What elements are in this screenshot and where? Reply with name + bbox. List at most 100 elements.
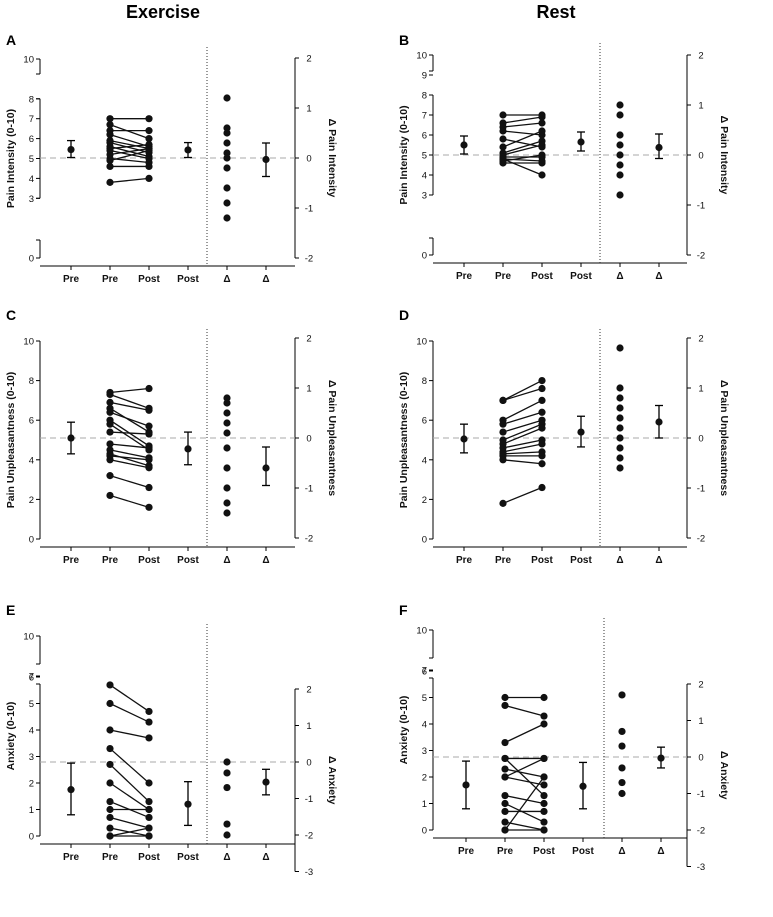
y2-tick-label: 2	[306, 54, 311, 65]
x-tick-label: Δ	[655, 555, 662, 566]
y-tick-label: 3	[29, 194, 34, 205]
pre-point	[106, 744, 114, 753]
y2-axis-label: Δ Pain Unpleasantness	[718, 380, 730, 496]
x-tick-label: Pre	[102, 852, 119, 863]
paired-line	[502, 459, 543, 465]
y2-tick-label: 2	[698, 51, 703, 62]
panel-d: D 0 2 4 6 8 10 Pre Pre Post Post Δ Δ -2 -1 0 1 2 Pain Unpl…	[398, 307, 730, 566]
pre-point	[106, 699, 114, 708]
delta-point	[223, 149, 231, 157]
pre-point	[106, 428, 114, 436]
pre-summary-mean	[67, 786, 75, 794]
pre-point	[106, 797, 114, 806]
paired-line	[109, 763, 150, 803]
pre-point	[106, 805, 114, 814]
delta-point	[223, 769, 231, 777]
paired-line	[109, 816, 150, 829]
delta-point	[223, 129, 231, 137]
panel-f: F 0 1 2 3 4 5 67 10 Pre Pre Post Post Δ Δ -3 -2 -1 0 1 2 Anxi…	[398, 602, 730, 873]
post-point	[145, 127, 153, 135]
post-point	[538, 424, 546, 432]
y-tick-label: 7	[422, 111, 427, 122]
y-axis-label: Pain Intensity (0-10)	[5, 109, 17, 208]
post-point	[145, 444, 153, 452]
y-tick-label: 5	[422, 151, 427, 162]
post-point	[145, 718, 153, 726]
paired-line	[109, 177, 150, 184]
y2-tick-label: -1	[697, 201, 705, 212]
x-tick-label: Δ	[262, 852, 269, 863]
delta-point	[616, 454, 624, 462]
y2-tick-label: 2	[306, 685, 311, 696]
y-tick-label: 1	[422, 799, 427, 810]
paired-line	[502, 423, 543, 441]
delta-point	[616, 191, 624, 199]
post-point	[145, 406, 153, 414]
x-tick-label: Δ	[262, 274, 269, 285]
paired-line	[502, 451, 543, 455]
y2-tick-label: -1	[305, 484, 313, 495]
y-tick-label: 7	[29, 672, 34, 683]
paired-line	[502, 144, 543, 156]
y2-tick-label: -3	[305, 867, 313, 878]
y-tick-label: 8	[29, 376, 34, 387]
pre-point	[501, 701, 509, 710]
x-tick-label: Post	[533, 846, 555, 857]
y-tick-label: 4	[422, 171, 427, 182]
post-point	[538, 113, 546, 121]
paired-line	[502, 122, 543, 128]
x-tick-label: Pre	[63, 274, 80, 285]
y2-tick-label: 1	[306, 104, 311, 115]
y-tick-label: 2	[422, 773, 427, 784]
delta-summary-mean	[262, 464, 270, 472]
delta-summary-mean	[655, 418, 663, 426]
x-tick-label: Pre	[495, 555, 512, 566]
y2-tick-label: -1	[697, 789, 705, 800]
paired-line	[109, 782, 150, 811]
paired-line	[109, 443, 150, 449]
delta-summary-mean	[262, 155, 270, 164]
delta-point	[616, 404, 624, 412]
post-summary-mean	[184, 146, 192, 154]
panel-letter: B	[399, 32, 409, 48]
paired-line	[502, 399, 543, 421]
pre-summary-mean	[460, 435, 468, 443]
paired-line	[502, 138, 543, 148]
x-tick-label: Δ	[618, 846, 625, 857]
y-tick-label: 7	[422, 666, 427, 677]
paired-line	[109, 149, 150, 162]
y-tick-label: 0	[422, 535, 427, 546]
pre-point	[106, 813, 114, 822]
y2-axis-label: Δ Pain Intensity	[718, 116, 730, 195]
y-tick-label: 10	[416, 51, 427, 62]
x-tick-label: Post	[177, 555, 199, 566]
y-tick-label: 4	[29, 726, 34, 737]
post-point	[538, 171, 546, 179]
y2-tick-label: 0	[306, 434, 311, 445]
y-tick-label: 6	[29, 134, 34, 145]
pre-point	[106, 390, 114, 399]
paired-line	[109, 124, 150, 140]
pre-point	[106, 440, 114, 448]
delta-point	[223, 464, 231, 472]
delta-point	[223, 820, 231, 828]
y-tick-label: 0	[422, 251, 427, 262]
paired-line	[502, 130, 543, 148]
post-point	[145, 464, 153, 472]
paired-line	[504, 723, 545, 744]
x-tick-label: Δ	[655, 271, 662, 282]
paired-line	[109, 827, 150, 837]
paired-line	[109, 407, 150, 433]
y-axis-label: Anxiety (0-10)	[398, 696, 410, 765]
x-tick-label: Post	[177, 852, 199, 863]
y-tick-label: 1	[29, 805, 34, 816]
post-point	[145, 832, 153, 840]
paired-line	[504, 704, 545, 717]
paired-line	[502, 380, 543, 401]
delta-point	[616, 394, 624, 402]
x-tick-label: Pre	[63, 555, 80, 566]
paired-line	[109, 141, 150, 154]
delta-point	[616, 414, 624, 422]
y-tick-label: 3	[422, 191, 427, 202]
